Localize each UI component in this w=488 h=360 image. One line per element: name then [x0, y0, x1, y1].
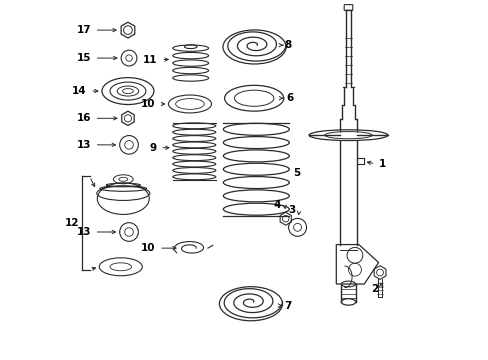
Text: 14: 14: [72, 86, 86, 96]
Text: 13: 13: [76, 227, 91, 237]
Text: 2: 2: [370, 284, 378, 294]
Text: 7: 7: [284, 301, 291, 311]
Text: 4: 4: [273, 200, 281, 210]
Text: 9: 9: [149, 143, 156, 153]
Text: 12: 12: [64, 218, 79, 228]
Text: 16: 16: [76, 113, 91, 123]
Text: 11: 11: [143, 54, 158, 64]
Text: 15: 15: [76, 53, 91, 63]
Text: 5: 5: [292, 168, 300, 178]
Text: 10: 10: [141, 99, 155, 109]
Text: 17: 17: [76, 25, 91, 35]
Text: 8: 8: [284, 40, 290, 50]
Text: 1: 1: [378, 159, 386, 169]
FancyBboxPatch shape: [344, 5, 352, 10]
Text: 10: 10: [141, 243, 155, 253]
Text: 6: 6: [286, 93, 293, 103]
Text: 3: 3: [288, 206, 295, 216]
Text: 13: 13: [76, 140, 91, 150]
